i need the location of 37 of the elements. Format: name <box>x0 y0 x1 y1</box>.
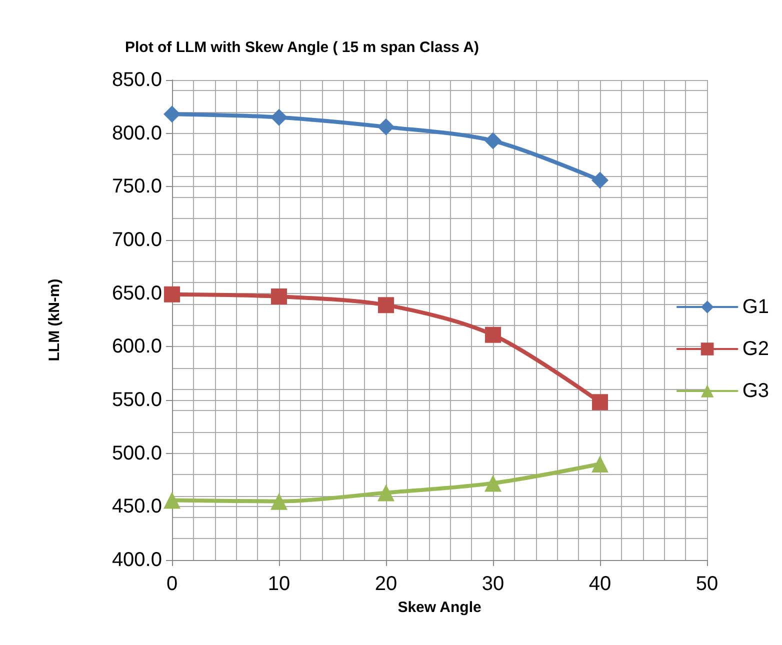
x-tick-label: 0 <box>166 573 178 595</box>
point <box>592 394 608 410</box>
x-tick-label: 20 <box>374 573 398 595</box>
point <box>164 492 180 509</box>
point <box>270 108 288 126</box>
point <box>484 132 502 150</box>
point <box>271 288 287 305</box>
point <box>592 172 608 189</box>
y-tick-label: 700.0 <box>112 229 162 251</box>
x-tick-label: 50 <box>696 573 718 595</box>
y-tick-label: 750.0 <box>112 176 162 198</box>
y-tick-label: 550.0 <box>112 389 162 411</box>
y-axis-title: LLM (kN-m) <box>46 278 63 362</box>
legend-label: G1 <box>742 296 770 318</box>
x-axis-title: Skew Angle <box>398 599 482 616</box>
y-tick-label: 500.0 <box>112 442 162 464</box>
y-tick-label: 600.0 <box>112 336 162 358</box>
x-tick-label: 30 <box>482 573 504 595</box>
chart-title: Plot of LLM with Skew Angle ( 15 m span Class A) <box>125 39 479 56</box>
y-tick-label: 850.0 <box>112 69 162 91</box>
legend-label: G2 <box>742 338 770 360</box>
point <box>270 492 288 510</box>
point <box>484 474 502 492</box>
x-tick-label: 40 <box>588 573 612 595</box>
point <box>164 286 180 302</box>
y-tick-label: 450.0 <box>112 496 162 518</box>
point <box>485 326 501 343</box>
legend-label: G3 <box>742 380 770 402</box>
point <box>378 484 394 502</box>
x-tick-label: 10 <box>268 573 290 595</box>
y-tick-label: 650.0 <box>112 282 162 304</box>
y-tick-label: 400.0 <box>112 549 162 571</box>
y-tick-label: 800.0 <box>112 122 162 144</box>
point <box>378 118 394 136</box>
point <box>164 106 180 123</box>
point <box>592 456 608 472</box>
point <box>378 297 394 314</box>
